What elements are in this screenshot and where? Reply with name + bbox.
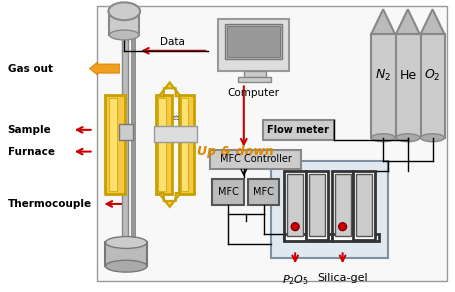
Ellipse shape <box>109 8 139 18</box>
Bar <box>421 34 445 138</box>
Polygon shape <box>159 82 181 96</box>
Text: $N_2$: $N_2$ <box>375 68 391 83</box>
Text: MFC Controller: MFC Controller <box>220 154 292 164</box>
Text: $P_2O_5$: $P_2O_5$ <box>282 273 308 287</box>
Bar <box>106 95 125 194</box>
Text: Computer: Computer <box>228 88 280 98</box>
Ellipse shape <box>106 260 147 272</box>
Bar <box>287 174 303 236</box>
Ellipse shape <box>421 134 445 142</box>
Bar <box>332 171 354 241</box>
Ellipse shape <box>109 30 139 40</box>
Bar <box>244 71 266 77</box>
Bar <box>131 11 135 268</box>
Bar <box>248 179 279 205</box>
Bar <box>158 98 166 191</box>
Bar <box>309 174 325 236</box>
Ellipse shape <box>108 2 140 20</box>
Ellipse shape <box>339 223 347 231</box>
Text: Flow meter: Flow meter <box>267 125 329 135</box>
Polygon shape <box>159 193 181 207</box>
Bar <box>284 234 332 241</box>
Polygon shape <box>371 9 395 34</box>
Polygon shape <box>396 9 420 34</box>
Bar <box>354 171 375 241</box>
Bar <box>119 124 133 140</box>
Bar <box>238 77 272 82</box>
Bar <box>109 13 139 35</box>
Ellipse shape <box>106 237 147 248</box>
Text: ⚖: ⚖ <box>172 115 179 121</box>
Bar <box>179 95 194 194</box>
Bar <box>106 242 147 266</box>
Text: Data: Data <box>160 37 185 47</box>
Bar <box>356 174 372 236</box>
Text: MFC: MFC <box>253 187 274 197</box>
Bar <box>122 11 128 268</box>
Bar <box>263 120 334 140</box>
Text: He: He <box>399 69 416 82</box>
Ellipse shape <box>291 223 299 231</box>
Bar <box>272 161 388 258</box>
Bar <box>218 19 289 71</box>
Ellipse shape <box>371 134 395 142</box>
FancyArrow shape <box>90 62 119 75</box>
Ellipse shape <box>396 134 420 142</box>
Bar <box>306 171 328 241</box>
Bar <box>227 26 280 57</box>
Bar <box>335 174 350 236</box>
Bar <box>396 34 421 138</box>
Bar <box>96 6 447 281</box>
Bar <box>154 126 197 142</box>
Text: Up & down: Up & down <box>197 145 274 158</box>
Bar <box>156 95 172 194</box>
Text: MFC: MFC <box>217 187 238 197</box>
Bar <box>284 171 306 241</box>
Text: Sample: Sample <box>8 125 51 135</box>
Bar <box>225 24 283 59</box>
Text: Silica-gel: Silica-gel <box>317 273 368 283</box>
Bar <box>371 34 396 138</box>
Bar <box>181 98 188 191</box>
Text: Gas out: Gas out <box>8 64 53 74</box>
Bar <box>109 98 117 191</box>
Polygon shape <box>421 9 445 34</box>
Bar <box>278 167 382 252</box>
Bar <box>210 150 301 169</box>
Text: Thermocouple: Thermocouple <box>8 199 92 209</box>
Bar <box>274 164 385 255</box>
Bar <box>332 234 379 241</box>
Text: $O_2$: $O_2$ <box>425 68 441 83</box>
Bar <box>212 179 244 205</box>
Text: Furnace: Furnace <box>8 147 55 157</box>
